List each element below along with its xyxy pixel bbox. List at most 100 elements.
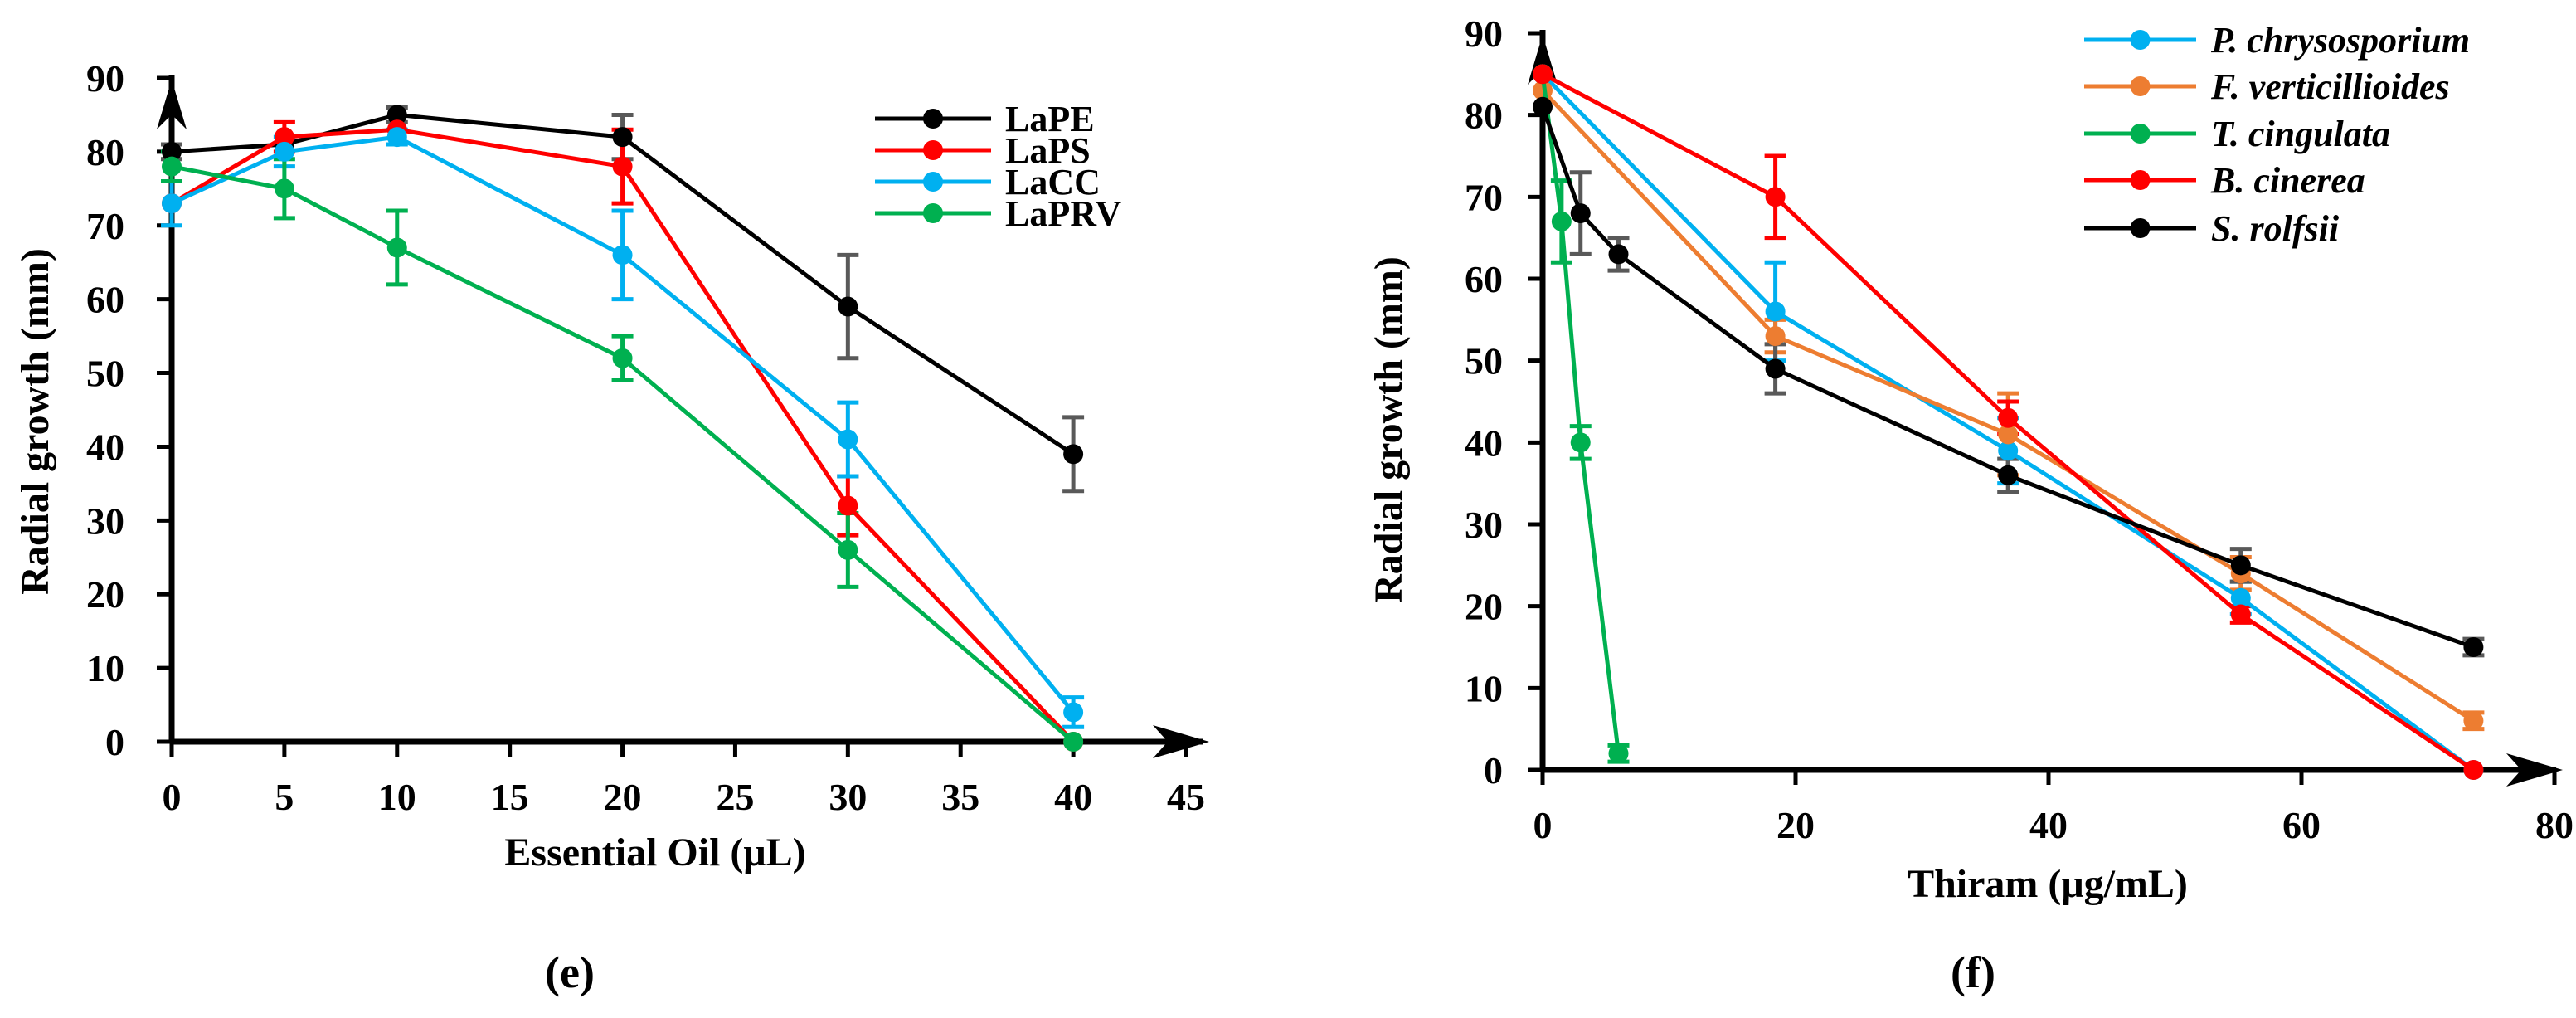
data-point bbox=[1608, 743, 1629, 764]
series-line bbox=[170, 134, 1076, 714]
legend-item: LaPRV bbox=[875, 193, 1121, 234]
y-tick-label: 0 bbox=[1484, 749, 1503, 792]
y-tick-label: 90 bbox=[86, 57, 124, 100]
data-point bbox=[612, 127, 633, 148]
y-tick-label: 20 bbox=[86, 573, 124, 616]
data-point bbox=[1998, 465, 2019, 485]
y-tick-label: 40 bbox=[1465, 421, 1503, 464]
legend-swatch-marker bbox=[2130, 170, 2151, 190]
data-point bbox=[1765, 187, 1786, 207]
x-tick-label: 35 bbox=[941, 776, 979, 818]
data-point bbox=[612, 348, 633, 368]
data-point bbox=[1765, 358, 1786, 379]
series-line bbox=[170, 127, 1075, 743]
x-tick-label: 40 bbox=[2029, 804, 2068, 846]
data-point bbox=[2230, 604, 2251, 625]
legend-label: F. verticillioides bbox=[2210, 66, 2450, 107]
data-point bbox=[1570, 203, 1591, 224]
data-point bbox=[2463, 637, 2484, 657]
legend-item: LaCC bbox=[875, 162, 1101, 202]
data-point bbox=[1533, 64, 1553, 85]
chart-panel-f: 0 10 20 30 40 50 60 70 80 90 0 20 40 60 80 Thiram (μg/m… bbox=[1367, 12, 2574, 997]
chart-panel-e: 0 10 20 30 40 50 60 70 80 90 0 5 10 15 20 25 30 35 40 45 Ess… bbox=[13, 57, 1209, 997]
legend-swatch-marker bbox=[2130, 124, 2151, 144]
data-point bbox=[1063, 732, 1084, 752]
y-axis-title: Radial growth (mm) bbox=[13, 248, 57, 595]
x-axis-arrow-icon bbox=[1153, 725, 1209, 758]
legend-item: LaPS bbox=[875, 130, 1091, 171]
series-line bbox=[171, 112, 1075, 456]
data-point bbox=[1551, 211, 1572, 231]
data-point bbox=[162, 156, 182, 177]
x-tick-label: 25 bbox=[716, 776, 754, 818]
legend-label: S. rolfsii bbox=[2211, 208, 2340, 249]
data-point bbox=[612, 156, 633, 177]
data-point bbox=[1765, 301, 1786, 322]
series-laprv bbox=[162, 156, 1084, 752]
x-tick-label: 20 bbox=[604, 776, 642, 818]
data-point bbox=[2230, 587, 2251, 608]
series-line bbox=[1540, 74, 1621, 754]
legend-item: F. verticillioides bbox=[2084, 66, 2450, 107]
data-point bbox=[1063, 444, 1084, 465]
data-point bbox=[1998, 424, 2019, 445]
data-point bbox=[1533, 80, 1553, 101]
series-t-cingulata bbox=[1533, 64, 1629, 764]
y-tick-label: 30 bbox=[1465, 504, 1503, 546]
legend-label: T. cingulata bbox=[2211, 114, 2390, 154]
y-tick-label: 0 bbox=[105, 721, 124, 763]
y-tick-label: 20 bbox=[1465, 586, 1503, 628]
y-tick-label: 40 bbox=[86, 426, 124, 468]
y-tick-label: 80 bbox=[1465, 95, 1503, 137]
y-tick-label: 90 bbox=[1465, 12, 1503, 55]
y-tick-label: 10 bbox=[1465, 667, 1503, 709]
y-tick-label: 70 bbox=[1465, 176, 1503, 218]
legend-item: P. chrysosporium bbox=[2084, 20, 2470, 61]
series-line bbox=[171, 164, 1075, 743]
data-point bbox=[838, 429, 858, 450]
legend-label: LaPRV bbox=[1005, 193, 1121, 234]
panel-label: (f) bbox=[1951, 947, 1995, 997]
x-axis-title: Thiram (μg/mL) bbox=[1908, 862, 2188, 906]
legend-swatch-marker bbox=[923, 203, 943, 223]
y-tick-label: 60 bbox=[1465, 258, 1503, 300]
data-point bbox=[1570, 432, 1591, 453]
x-tick-label: 80 bbox=[2535, 804, 2574, 846]
data-point bbox=[1765, 326, 1786, 347]
data-point bbox=[274, 141, 294, 162]
y-tick-label: 70 bbox=[86, 205, 124, 247]
y-tick-label: 80 bbox=[86, 131, 124, 173]
data-point bbox=[1063, 702, 1084, 723]
legend-swatch-marker bbox=[923, 109, 943, 129]
panel-label: (e) bbox=[545, 947, 595, 997]
legend-swatch-marker bbox=[2130, 30, 2151, 50]
legend-swatch-marker bbox=[2130, 76, 2151, 96]
x-tick-label: 0 bbox=[163, 776, 182, 818]
x-tick-label: 60 bbox=[2282, 804, 2321, 846]
data-point bbox=[162, 141, 182, 162]
x-axis-arrow-icon bbox=[2506, 753, 2563, 787]
x-tick-label: 30 bbox=[829, 776, 867, 818]
legend-item: T. cingulata bbox=[2084, 114, 2390, 154]
data-point bbox=[274, 178, 294, 199]
legend-label: LaPE bbox=[1005, 99, 1095, 139]
series-b-cinerea bbox=[1533, 64, 2484, 780]
y-tick-label: 50 bbox=[1465, 340, 1503, 382]
data-point bbox=[2463, 760, 2484, 780]
x-tick-label: 40 bbox=[1054, 776, 1092, 818]
legend-item: S. rolfsii bbox=[2084, 208, 2340, 249]
y-tick-label: 60 bbox=[86, 279, 124, 321]
legend-label: P. chrysosporium bbox=[2210, 20, 2470, 61]
legend-label: LaPS bbox=[1005, 130, 1091, 171]
data-point bbox=[838, 296, 858, 317]
data-point bbox=[274, 127, 294, 148]
y-tick-label: 30 bbox=[86, 499, 124, 542]
x-tick-label: 20 bbox=[1776, 804, 1815, 846]
legend-swatch-marker bbox=[923, 172, 943, 192]
x-tick-label: 0 bbox=[1533, 804, 1553, 846]
legend-item: LaPE bbox=[875, 99, 1095, 139]
y-tick-label: 50 bbox=[86, 353, 124, 395]
y-axis-arrow-icon bbox=[157, 80, 187, 129]
